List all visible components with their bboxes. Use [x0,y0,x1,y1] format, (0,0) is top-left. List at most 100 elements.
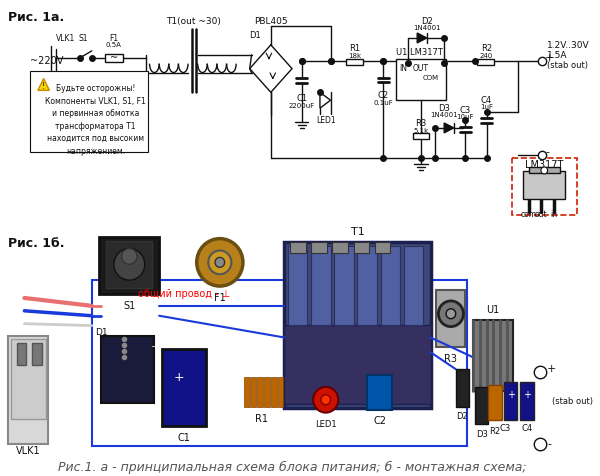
Bar [404,246,423,325]
Bar [529,168,560,173]
Bar [520,382,533,419]
Bar [284,242,431,407]
Text: C4: C4 [521,424,533,433]
Text: S1: S1 [79,34,88,43]
Bar [106,240,152,288]
Bar [523,171,565,199]
Bar [30,70,148,152]
Text: +: + [174,370,185,384]
Text: 1N4001: 1N4001 [413,25,440,31]
Text: Рис.1. а - принципиальная схема блока питания; б - монтажная схема;: Рис.1. а - принципиальная схема блока пи… [58,460,526,474]
Text: LED1: LED1 [316,116,335,125]
Bar [288,246,307,325]
Bar [367,375,392,410]
Text: D2: D2 [457,412,469,421]
Text: COM: COM [422,76,439,81]
Bar [353,242,369,253]
Text: 0.1uF: 0.1uF [374,100,394,106]
Text: D3: D3 [476,430,488,439]
Bar [32,343,42,365]
Bar [475,387,488,425]
Text: out: out [535,210,548,219]
Text: +: + [151,342,160,352]
Bar [278,377,283,407]
Bar [284,325,431,404]
Bar [358,246,377,325]
Text: 1.2V..30V
1.5A: 1.2V..30V 1.5A [547,41,590,60]
Bar [456,369,469,407]
Text: R1: R1 [349,44,360,53]
Bar [162,349,206,426]
Text: T1: T1 [350,227,364,237]
Circle shape [197,238,243,286]
Text: +: + [506,390,515,400]
Text: R3: R3 [445,354,457,364]
Bar [504,382,517,419]
Bar [257,377,263,407]
Text: Рис. 1б.: Рис. 1б. [8,237,65,249]
Text: R2: R2 [490,427,501,436]
Bar [413,133,429,139]
Bar [380,246,400,325]
Text: 2200uF: 2200uF [289,103,315,109]
Text: (stab out): (stab out) [547,61,588,70]
Text: com: com [521,210,537,219]
Polygon shape [417,33,427,43]
Text: D3: D3 [438,104,450,113]
Text: LED1: LED1 [315,420,337,429]
Text: 240: 240 [480,53,493,59]
Text: F1: F1 [109,34,118,43]
Text: C2: C2 [378,91,389,100]
Bar [488,385,502,419]
Text: !: ! [42,82,45,91]
Bar [290,242,305,253]
Bar [473,320,514,391]
Text: U1: U1 [487,305,500,315]
Text: IN: IN [400,64,408,73]
Bar [375,242,390,253]
Bar [8,336,49,444]
Text: 0.5A: 0.5A [106,42,122,48]
Text: 10uF: 10uF [457,114,474,120]
Bar [311,246,331,325]
Text: VLK1: VLK1 [56,34,76,43]
Text: C3: C3 [499,424,511,433]
Bar [100,237,159,294]
Text: T1(out ~30): T1(out ~30) [166,17,221,26]
Bar [264,377,270,407]
Text: C4: C4 [481,96,492,105]
Text: VLK1: VLK1 [16,446,41,456]
Text: F1: F1 [214,293,226,303]
Bar [105,54,122,62]
Text: ~: ~ [110,53,118,63]
Circle shape [122,248,137,264]
Text: 1N4001: 1N4001 [430,112,458,118]
Text: Будьте осторожны!
Компоненты VLK1, S1, F1
и первинная обмотка
трансформатора T1
: Будьте осторожны! Компоненты VLK1, S1, F… [45,84,146,156]
Circle shape [215,258,224,268]
Bar [17,343,26,365]
Polygon shape [444,123,454,133]
Text: S1: S1 [123,301,136,311]
Bar [396,59,446,100]
Text: PBL405: PBL405 [254,17,287,26]
Bar [244,377,250,407]
Circle shape [439,301,463,327]
Text: C3: C3 [460,106,471,115]
Bar [271,377,277,407]
Text: LM317T: LM317T [525,160,563,170]
Text: C1: C1 [296,94,307,103]
Circle shape [114,248,145,280]
Text: -: - [545,147,549,157]
Bar [332,242,348,253]
Text: C2: C2 [373,416,386,426]
Text: общий провод - ⊥: общий провод - ⊥ [138,289,230,299]
Circle shape [446,309,456,319]
Circle shape [313,387,338,413]
Text: (stab out): (stab out) [552,397,593,406]
Text: D1: D1 [95,328,107,337]
Bar [92,280,467,446]
Text: 18k: 18k [348,53,361,59]
Text: R3: R3 [415,119,427,129]
Bar [512,158,577,215]
Text: -: - [547,439,551,449]
